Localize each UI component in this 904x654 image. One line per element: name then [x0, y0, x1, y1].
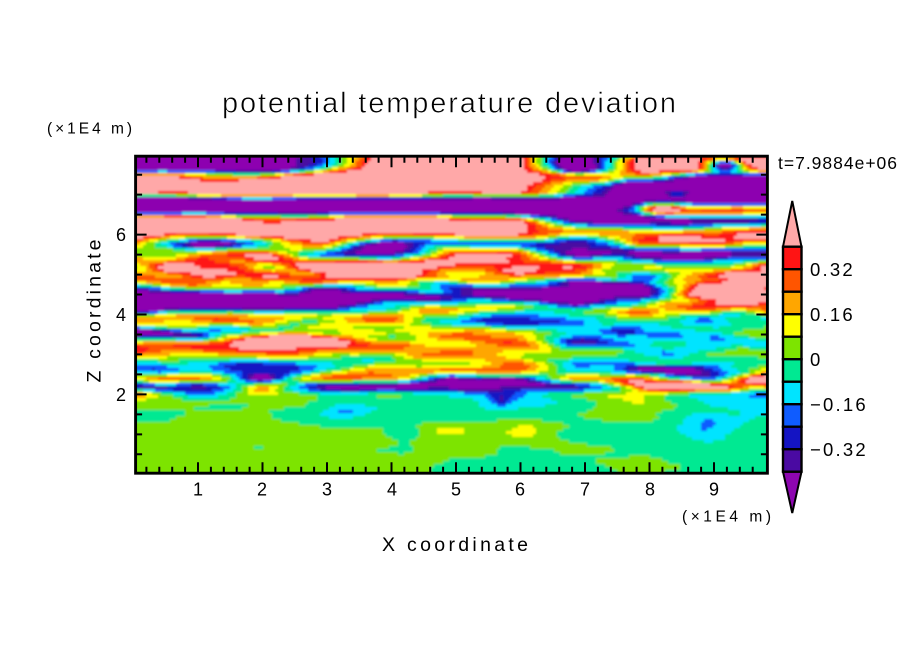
svg-text:−0.32: −0.32: [810, 439, 868, 460]
svg-text:0.32: 0.32: [810, 259, 855, 280]
svg-text:−0.16: −0.16: [810, 394, 868, 415]
svg-text:9: 9: [709, 480, 719, 500]
svg-text:4: 4: [387, 480, 397, 500]
svg-text:t=7.9884e+06: t=7.9884e+06: [778, 153, 897, 173]
svg-text:0: 0: [810, 349, 823, 370]
svg-text:3: 3: [322, 480, 332, 500]
svg-text:potential temperature deviatio: potential temperature deviation: [222, 88, 676, 120]
svg-text:6: 6: [116, 225, 126, 245]
svg-text:1: 1: [193, 480, 203, 500]
svg-text:2: 2: [257, 480, 267, 500]
svg-text:0.16: 0.16: [810, 304, 855, 325]
svg-text:8: 8: [645, 480, 655, 500]
svg-text:6: 6: [515, 480, 525, 500]
svg-text:4: 4: [116, 305, 126, 325]
svg-text:2: 2: [116, 385, 126, 405]
svg-text:7: 7: [580, 480, 590, 500]
svg-text:5: 5: [451, 480, 461, 500]
